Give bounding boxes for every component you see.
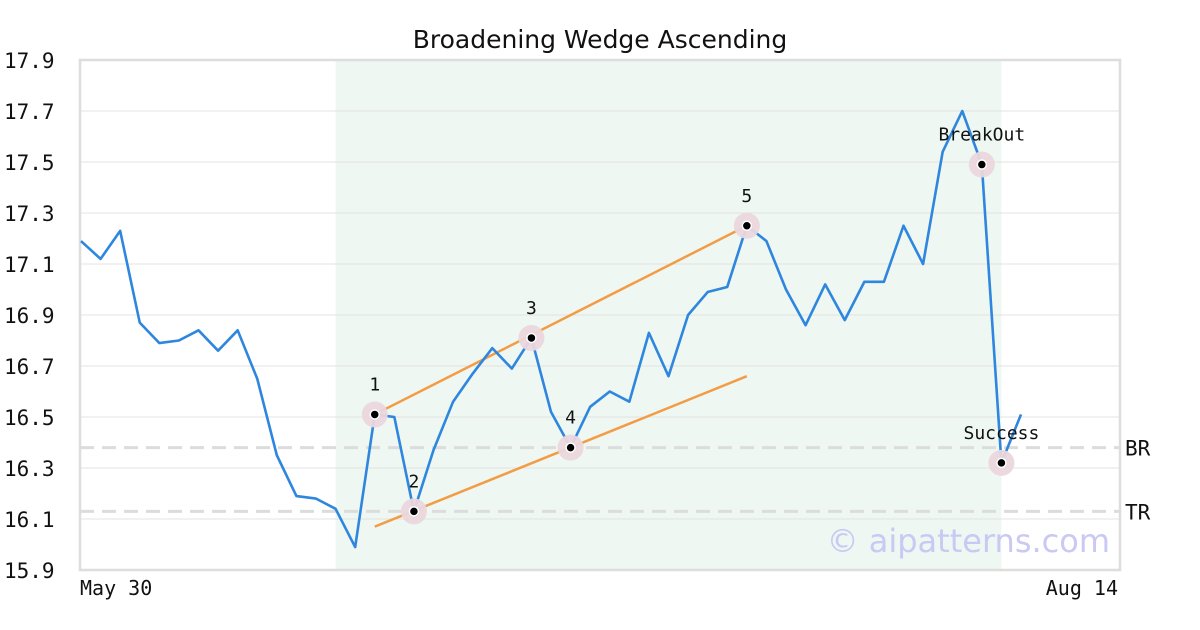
point-marker	[565, 442, 576, 453]
point-label: 2	[408, 471, 419, 492]
y-tick-label: 15.9	[4, 559, 55, 583]
price-line	[80, 109, 1023, 549]
wedge-line-upper	[374, 224, 748, 416]
y-tick-label: 16.3	[4, 457, 55, 481]
point-label: 4	[565, 408, 576, 429]
point-marker	[996, 457, 1007, 469]
point-label: 1	[369, 374, 380, 395]
point-label: 3	[526, 298, 537, 319]
point-label: 5	[741, 186, 752, 207]
y-tick-label: 17.7	[4, 100, 55, 124]
y-tick-label: 17.1	[4, 253, 55, 277]
y-tick-label: 17.9	[4, 49, 55, 73]
y-tick-label: 16.1	[4, 508, 55, 532]
reference-label-tr: TR	[1125, 500, 1151, 524]
point-label: Success	[963, 423, 1039, 444]
chart-title: Broadening Wedge Ascending	[413, 25, 788, 54]
y-tick-label: 16.5	[4, 406, 55, 430]
y-tick-label: 16.7	[4, 355, 55, 379]
x-tick-label-start: May 30	[80, 576, 152, 600]
plot-frame	[78, 58, 1122, 572]
point-marker	[369, 409, 380, 420]
point-marker	[741, 220, 753, 231]
watermark: © aipatterns.com	[827, 522, 1110, 560]
point-label: BreakOut	[938, 125, 1025, 146]
point-marker	[976, 159, 988, 170]
y-tick-label: 17.3	[4, 202, 55, 226]
y-tick-label: 16.9	[4, 304, 55, 328]
point-marker	[526, 332, 537, 344]
x-tick-label-end: Aug 14	[1046, 576, 1118, 600]
y-tick-label: 17.5	[4, 151, 55, 175]
point-marker	[408, 506, 420, 517]
reference-label-br: BR	[1125, 437, 1151, 461]
